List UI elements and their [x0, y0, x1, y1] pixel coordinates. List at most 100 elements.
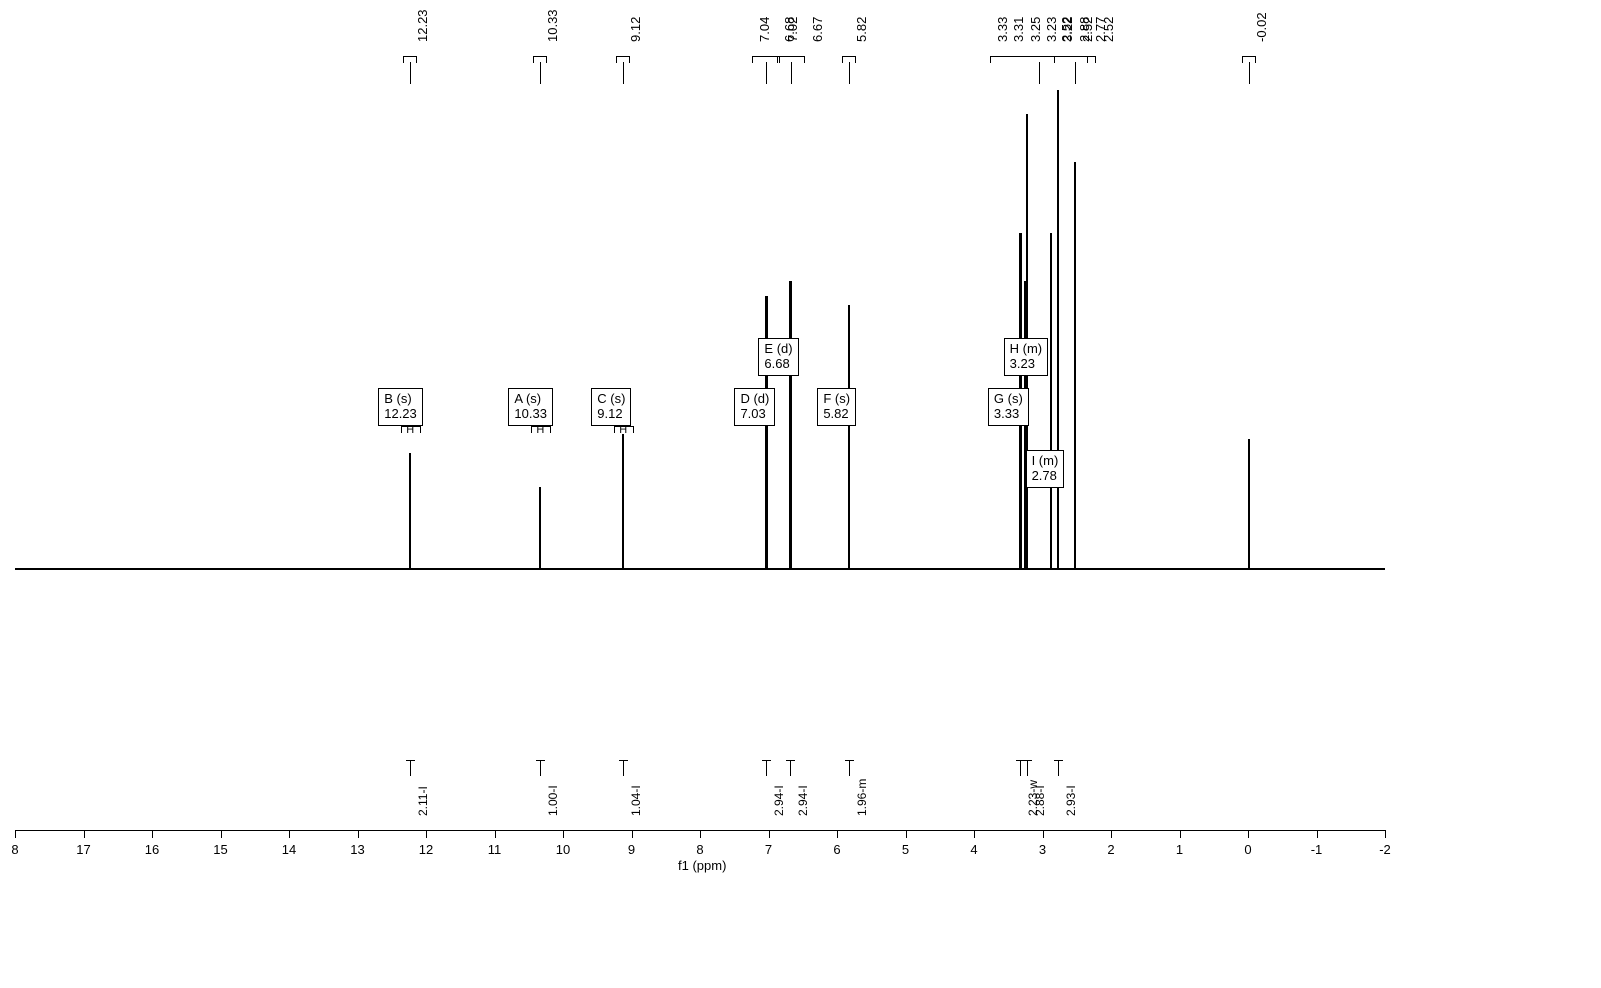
h-marker-label: H	[619, 424, 627, 436]
peak-annotation: B (s)12.23	[378, 388, 423, 426]
annotation-line2: 10.33	[514, 407, 547, 422]
peak-ppm-label: 2.52	[1080, 17, 1095, 42]
integral-marker	[410, 760, 411, 776]
x-tick-label: 15	[213, 842, 227, 857]
peak	[1050, 233, 1052, 568]
x-tick	[1385, 830, 1386, 838]
peak	[1248, 439, 1250, 568]
annotation-line1: B (s)	[384, 392, 417, 407]
annotation-line2: 2.78	[1032, 469, 1059, 484]
integral-marker	[1020, 760, 1021, 776]
peak-ppm-label: 3.31	[1011, 17, 1026, 42]
integral-marker-cap	[1023, 760, 1032, 761]
peak-annotation: A (s)10.33	[508, 388, 553, 426]
peak	[790, 281, 792, 568]
peak	[766, 296, 768, 568]
integral-marker-cap	[619, 760, 628, 761]
x-tick-label: 3	[1039, 842, 1046, 857]
x-axis-title: f1 (ppm)	[678, 858, 726, 873]
annotation-line1: A (s)	[514, 392, 547, 407]
x-tick-label: 5	[902, 842, 909, 857]
integral-marker	[1027, 760, 1028, 776]
peak-label-stem	[1075, 62, 1076, 84]
peak-ppm-label: 2.52	[1059, 17, 1074, 42]
x-tick	[1111, 830, 1112, 838]
x-tick	[1043, 830, 1044, 838]
integral-marker-cap	[845, 760, 854, 761]
peak-annotation: I (m)2.78	[1026, 450, 1065, 488]
x-tick-label: 17	[76, 842, 90, 857]
x-tick	[563, 830, 564, 838]
peak-label-stem	[791, 62, 792, 84]
peak	[848, 305, 850, 568]
x-tick-label: 16	[145, 842, 159, 857]
peak-ppm-label: 6.67	[810, 17, 825, 42]
peak-annotation: D (d)7.03	[734, 388, 775, 426]
integral-value: 1.00-I	[546, 785, 560, 816]
peak-annotation: H (m)3.23	[1004, 338, 1049, 376]
annotation-line2: 3.33	[994, 407, 1023, 422]
peak-annotation: C (s)9.12	[591, 388, 631, 426]
x-tick	[15, 830, 16, 838]
peak-ppm-label: 3.25	[1028, 17, 1043, 42]
x-tick-label: 8	[696, 842, 703, 857]
integral-value: 1.96-m	[855, 779, 869, 816]
integral-value: 2.94-I	[796, 785, 810, 816]
h-marker-label: H	[406, 424, 414, 436]
x-tick-label: 1	[1176, 842, 1183, 857]
integral-marker-cap	[406, 760, 415, 761]
peak-ppm-label: 9.12	[628, 17, 643, 42]
integral-marker-cap	[536, 760, 545, 761]
x-tick	[906, 830, 907, 838]
x-tick	[837, 830, 838, 838]
x-tick	[632, 830, 633, 838]
annotation-line1: F (s)	[823, 392, 850, 407]
integral-value: 2.94-I	[772, 785, 786, 816]
peak	[622, 434, 624, 568]
x-tick	[1180, 830, 1181, 838]
peak-ppm-label: 2.52	[1101, 17, 1116, 42]
x-tick-label: 7	[765, 842, 772, 857]
peak-label-stem	[623, 62, 624, 84]
peak-ppm-label: 5.82	[854, 17, 869, 42]
integral-marker	[766, 760, 767, 776]
peak-annotation: E (d)6.68	[758, 338, 798, 376]
annotation-line2: 6.68	[764, 357, 792, 372]
x-tick	[84, 830, 85, 838]
x-tick	[358, 830, 359, 838]
spectrum-baseline	[15, 568, 1385, 570]
peak	[409, 453, 411, 568]
x-tick-label: 11	[488, 842, 502, 857]
annotation-line1: I (m)	[1032, 454, 1059, 469]
integral-marker	[790, 760, 791, 776]
x-tick	[769, 830, 770, 838]
peak-label-stem	[849, 62, 850, 84]
integral-value: 2.88-I	[1033, 785, 1047, 816]
peak-annotation: G (s)3.33	[988, 388, 1029, 426]
integral-marker	[1058, 760, 1059, 776]
peak-ppm-label: 3.33	[995, 17, 1010, 42]
x-tick	[426, 830, 427, 838]
peak-ppm-label: 6.68	[782, 17, 797, 42]
annotation-line1: C (s)	[597, 392, 625, 407]
annotation-line2: 3.23	[1010, 357, 1043, 372]
x-tick	[495, 830, 496, 838]
annotation-line1: E (d)	[764, 342, 792, 357]
x-tick-label: 9	[628, 842, 635, 857]
peak	[1057, 90, 1059, 568]
x-tick-label: 4	[970, 842, 977, 857]
peak-ppm-label: 7.04	[757, 17, 772, 42]
x-tick-label: 13	[350, 842, 364, 857]
annotation-line2: 5.82	[823, 407, 850, 422]
integral-value: 2.93-I	[1064, 785, 1078, 816]
peak-ppm-label: 12.23	[415, 9, 430, 42]
annotation-line1: D (d)	[740, 392, 769, 407]
peak-label-stem	[766, 62, 767, 84]
peak	[539, 487, 541, 568]
peak-annotation: F (s)5.82	[817, 388, 856, 426]
integral-marker-cap	[786, 760, 795, 761]
x-tick	[974, 830, 975, 838]
peak-label-stem	[1039, 62, 1040, 84]
x-tick-label: -2	[1379, 842, 1391, 857]
x-tick-label: 2	[1107, 842, 1114, 857]
